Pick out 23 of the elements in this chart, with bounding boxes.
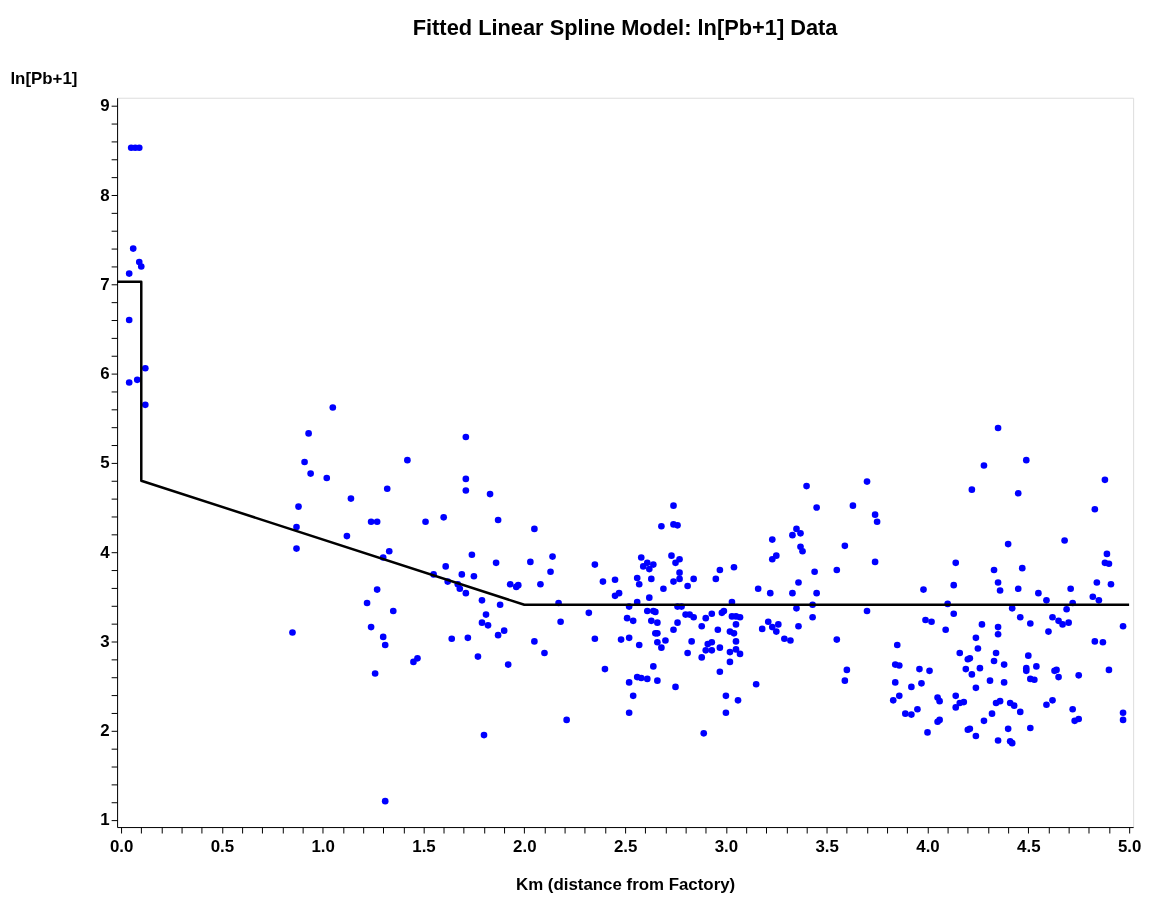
y-tick-label: 7 [100, 274, 110, 294]
x-tick-label: 3.0 [714, 837, 739, 857]
x-tick-label: 0.5 [210, 837, 235, 857]
y-tick-label: 1 [100, 810, 110, 830]
y-tick-label: 4 [100, 542, 111, 562]
y-tick-label: 9 [100, 96, 110, 116]
x-tick-label: 4.5 [1017, 837, 1041, 857]
x-tick-label: 5.0 [1117, 837, 1142, 857]
x-tick-label: 2.5 [613, 837, 638, 857]
x-tick-label: 0.0 [109, 837, 134, 857]
y-tick-label: 8 [100, 185, 110, 205]
chart-title: Fitted Linear Spline Model: ln[Pb+1] Data [412, 15, 839, 41]
y-tick-label: 5 [100, 453, 110, 473]
y-tick-label: 2 [100, 721, 110, 741]
y-tick-label: 6 [100, 364, 110, 384]
x-tick-label: 3.5 [815, 837, 839, 857]
y-tick-label: 3 [100, 631, 110, 651]
x-axis-title: Km (distance from Factory) [516, 875, 736, 895]
x-tick-label: 2.0 [513, 837, 537, 857]
x-tick-label: 1.5 [412, 837, 436, 857]
y-axis-title: ln[Pb+1] [10, 69, 78, 89]
x-tick-label: 4.0 [916, 837, 940, 857]
x-tick-label: 1.0 [311, 837, 335, 857]
